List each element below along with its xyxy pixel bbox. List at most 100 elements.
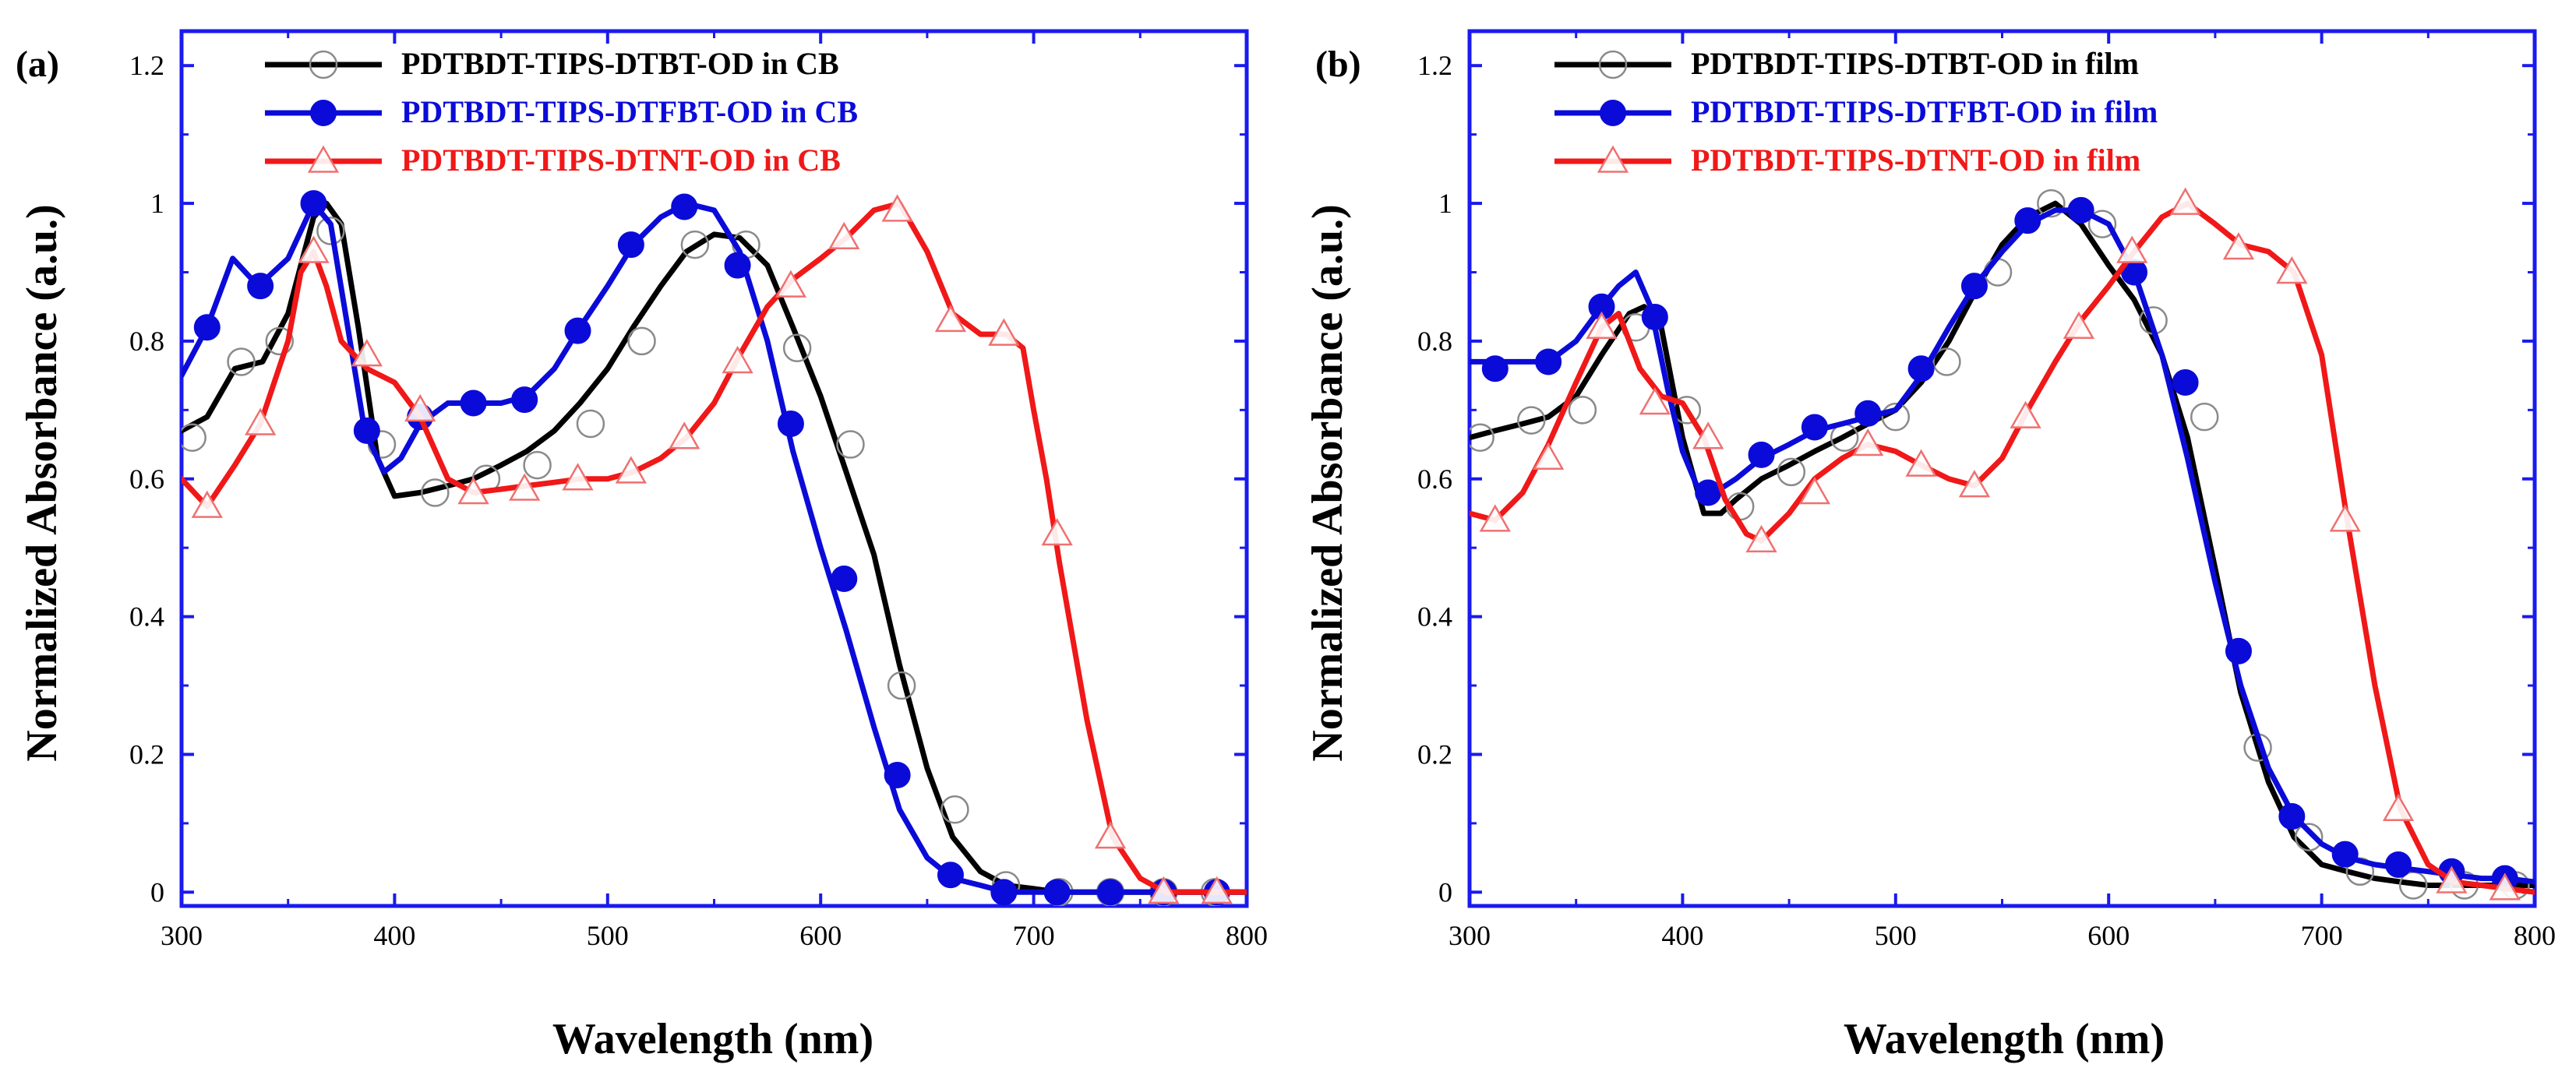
panel-b-series-1-marker [1881,402,1911,432]
panel-a-xtick-label: 600 [799,920,842,951]
panel-b-series-1-marker [2037,189,2066,218]
panel-a-series-2-marker [937,862,964,889]
panel-a-legend-2-marker [310,100,337,126]
panel-a-series-2-marker [460,389,487,417]
panel-a-legend-1-marker [309,50,338,79]
panel-a-series-2-marker [990,879,1018,906]
panel-a-series-3-marker [1148,876,1180,904]
panel-a-ytick-label: 0.6 [129,463,164,495]
panel-b-ytick-label: 0.6 [1417,463,1452,495]
panel-a-ytick-label: 0.2 [129,738,164,770]
panel-a-series-1-marker [887,671,916,700]
panel-a-legend-2-label: PDTBDT-TIPS-DTFBT-OD in CB [401,94,858,129]
panel-b-series-3-marker [2010,400,2041,428]
panel-a-series-3-marker [722,345,753,374]
panel-a-series-2-marker [564,317,591,344]
panel-a-series-2-marker [193,314,221,341]
panel-b-series-1-marker [2087,210,2117,238]
panel-a-series-1-marker [227,347,256,376]
panel-b-series-1-line [1470,200,2535,888]
panel-a-series-3-marker [934,304,967,333]
panel-a-series-3-marker [298,235,330,263]
panel-a-series-2-marker [884,761,911,788]
panel-b-series-3-marker [2222,232,2255,260]
panel-a-series-3-marker [1201,876,1233,904]
panel-a-series-1-marker [182,423,206,452]
panel-b-series-3-marker [2276,256,2308,284]
panel-b-series-3-marker [2436,865,2468,893]
panel-a-label: (a) [16,44,59,85]
panel-a-series-1-marker [576,409,605,439]
panel-b-xlabel: Wavelength (nm) [1844,1015,2165,1063]
panel-b-ylabel: Normalized Absorbance (a.u.) [1304,204,1352,762]
panel-a-series-3-marker [1094,821,1127,849]
panel-b-series-3-marker [1905,449,1937,477]
panel-b-series-3-marker [1852,428,1884,456]
panel-a-ytick-label: 1 [150,188,164,219]
panel-b-legend-2-marker [1600,100,1626,126]
panel-a-series-3-marker [615,456,648,484]
panel-b-xtick-label: 600 [2087,920,2130,951]
panel-b-series-2-marker [1695,479,1722,506]
panel-b-legend-1-label: PDTBDT-TIPS-DTBT-OD in film [1691,46,2139,81]
panel-b-ytick-label: 0 [1438,876,1452,908]
panel-b-series-3-marker [1692,421,1724,449]
panel-a-ytick-label: 0 [150,876,164,908]
panel-a-series-2-marker [1097,879,1124,906]
panel-b-series-2-marker [1854,400,1882,427]
panel-a-series-3-marker [988,318,1020,346]
panel-a-series-3-line [182,200,1247,895]
panel-a-series-2-line [182,200,1247,895]
panel-a-series-2-marker [511,386,538,414]
panel-a-series-2-marker [247,273,274,300]
panel-a-series-3-marker [881,194,913,222]
panel-b-series-3-marker [2169,187,2201,215]
panel-a-series-1-marker [316,217,345,245]
panel-a-series-1-marker [523,450,552,480]
panel-b-series-2-marker [1801,414,1828,441]
panel-b-series-3-marker [2382,793,2415,821]
panel-b-series-2-marker [2385,851,2412,878]
panel-b-ytick-label: 0.8 [1417,326,1452,357]
panel-a-xtick-label: 800 [1226,920,1268,951]
panel-a-series-1-marker [421,478,450,507]
panel-a-series-1-marker [940,795,969,824]
panel-a-series-2-marker [777,411,804,438]
panel-a-ytick-label: 0.4 [129,601,164,633]
panel-a-series-3-marker [775,270,807,298]
panel-b-data-area [1470,187,2535,900]
panel-a-series-3-marker [245,407,277,435]
panel-b-series-3-marker [1745,524,1777,553]
panel-b-series-1-marker [1777,457,1806,487]
panel-b-ytick-label: 0.4 [1417,601,1452,633]
panel-a-series-3-marker [191,490,223,518]
panel-b-series-2-marker [1907,355,1935,382]
panel-a-series-3-marker [404,393,436,422]
panel-b-series-1-marker [1932,347,1961,376]
panel-b-series-2-marker [1748,441,1775,468]
panel-b-ytick-label: 0.2 [1417,738,1452,770]
panel-b-series-2-marker [2172,368,2199,396]
panel-b-chart: (b) Normalized Absorbance (a.u.) Wavelen… [1304,29,2556,1063]
panel-b-xtick-label: 800 [2514,920,2556,951]
panel-a-series-1-marker [836,430,865,459]
panel-b-series-3-marker [1798,476,1831,505]
panel-a-ytick-label: 1.2 [129,50,164,81]
panel-a-legend-1-label: PDTBDT-TIPS-DTBT-OD in CB [401,46,839,81]
panel-b-legend-3-marker [1597,145,1629,173]
panel-b-series-2-marker [2014,207,2041,234]
panel-a-chart: (a) Normalized Absorbance (a.u.) Wavelen… [16,29,1268,1063]
panel-b-series-2-marker [1481,355,1509,382]
panel-a-xtick-label: 700 [1013,920,1055,951]
panel-b-legend-3-label: PDTBDT-TIPS-DTNT-OD in film [1691,143,2140,178]
panel-a-series-2-marker [671,193,698,220]
panel-a-legend-3-label: PDTBDT-TIPS-DTNT-OD in CB [401,143,841,178]
panel-b-series-3-marker [1958,470,1991,498]
panel-a-series-2-marker [831,565,858,592]
panel-a-data-area [182,190,1247,906]
panel-b-series-2-marker [2067,196,2094,224]
panel-b-series-3-marker [1533,442,1565,470]
panel-a-series-1-marker [627,326,656,356]
panel-b-series-3-marker [2116,235,2148,263]
panel-a-series-2-marker [353,417,380,444]
